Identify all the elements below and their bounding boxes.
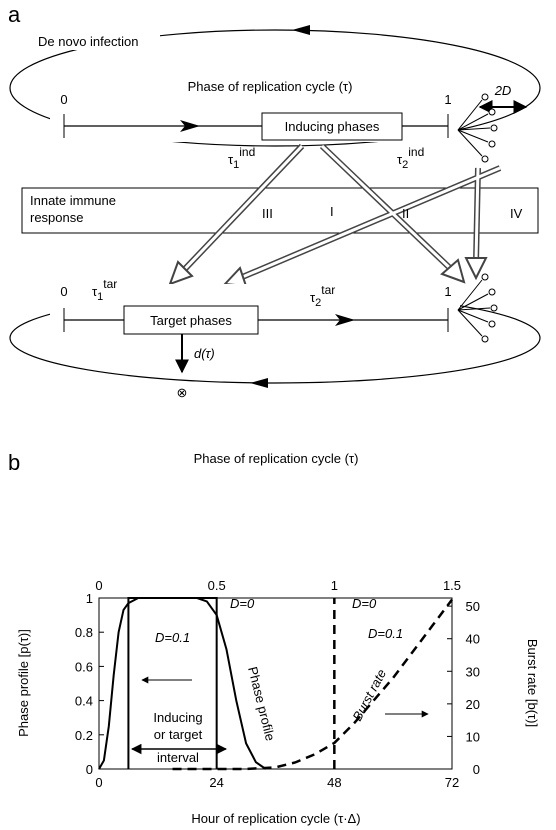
- annotation: interval: [157, 750, 199, 765]
- annotation: Phase profile: [245, 665, 278, 742]
- y-tick-label: 0.6: [75, 659, 93, 674]
- axis-title: Phase of replication cycle (τ): [188, 79, 353, 94]
- end-label: 1: [444, 284, 451, 299]
- y-tick-label: 0.8: [75, 625, 93, 640]
- y-tick-label: 0.4: [75, 694, 93, 709]
- immune-label: Innate immune: [30, 193, 116, 208]
- sup: ind: [239, 145, 255, 159]
- immune-box: [21, 187, 539, 234]
- series-label: D=0.1: [155, 630, 190, 645]
- y-axis-title: Phase profile [p(τ)]: [16, 629, 31, 737]
- box-label: Inducing phases: [285, 119, 380, 134]
- tau: τ: [92, 284, 98, 299]
- arrowhead: [335, 314, 355, 326]
- panel-letter: b: [8, 450, 20, 475]
- box-label: Target phases: [150, 313, 232, 328]
- mask: [30, 32, 160, 50]
- series-line: [172, 598, 453, 771]
- y2-axis-title: Burst rate [b(τ)]: [525, 639, 540, 727]
- x2-tick-label: 0: [95, 578, 102, 593]
- route-label: III: [262, 206, 273, 221]
- y2-tick-label: 0: [473, 762, 480, 777]
- sub: 1: [97, 291, 103, 303]
- phase-box: [123, 305, 259, 335]
- route-arrows: [168, 143, 502, 288]
- annotation: or target: [154, 727, 203, 742]
- phase-box: [261, 112, 403, 141]
- arrowhead: [180, 120, 200, 132]
- y-tick-label: 0: [86, 762, 93, 777]
- series-label: D=0.1: [368, 626, 403, 641]
- panel-a: a De novo infection Phase of replication…: [8, 2, 541, 400]
- y2-tick-label: 40: [466, 632, 480, 647]
- tau: τ: [310, 290, 316, 305]
- tau-label: τ2ind: [397, 145, 424, 171]
- start-label: 0: [60, 92, 67, 107]
- series-label: D=0: [230, 596, 255, 611]
- series-line: [127, 597, 218, 769]
- x-tick-label: 0: [95, 775, 102, 790]
- death-symbol: ⊗: [177, 385, 188, 400]
- tau: τ: [228, 152, 234, 167]
- y-tick-label: 1: [86, 591, 93, 606]
- tau: τ: [397, 152, 403, 167]
- y2-tick-label: 30: [466, 664, 480, 679]
- sup: tar: [103, 277, 117, 291]
- mask: [115, 74, 435, 98]
- x2-axis-title: Phase of replication cycle (τ): [194, 451, 359, 466]
- tau-label: τ1ind: [228, 145, 255, 171]
- x2-tick-label: 1: [331, 578, 338, 593]
- y2-tick-label: 20: [466, 697, 480, 712]
- y2-tick-label: 50: [466, 599, 480, 614]
- arrowhead: [250, 378, 268, 388]
- cycle-label: De novo infection: [38, 34, 138, 49]
- sub: 2: [315, 297, 321, 309]
- start-label: 0: [60, 284, 67, 299]
- series-line: [98, 597, 267, 770]
- sup: ind: [408, 145, 424, 159]
- spread-label: 2D: [494, 83, 512, 98]
- x-tick-label: 24: [209, 775, 223, 790]
- route-label: II: [402, 206, 409, 221]
- cycle-loop: [9, 29, 541, 147]
- x2-tick-label: 0.5: [208, 578, 226, 593]
- x-tick-label: 72: [445, 775, 459, 790]
- plot-frame: [98, 597, 453, 770]
- y-tick-label: 0.2: [75, 728, 93, 743]
- x-axis-title: Hour of replication cycle (τ·Δ): [191, 811, 360, 826]
- end-label: 1: [444, 92, 451, 107]
- panel-b: b Phase of replication cycle (τ) Hour of…: [8, 450, 540, 826]
- sub: 1: [233, 159, 239, 171]
- annotation: Burst rate: [349, 667, 389, 724]
- decay-label: d(τ): [194, 346, 215, 361]
- route-label: IV: [510, 206, 523, 221]
- tau-label: τ2tar: [310, 283, 335, 309]
- burst-icon: [457, 93, 498, 163]
- sub: 2: [402, 159, 408, 171]
- annotation: Inducing: [153, 710, 202, 725]
- tau-label: τ1tar: [92, 277, 117, 303]
- burst-icon: [457, 273, 498, 343]
- x-tick-label: 48: [327, 775, 341, 790]
- y2-tick-label: 10: [466, 729, 480, 744]
- route-label: I: [330, 204, 334, 219]
- immune-label: response: [30, 210, 83, 225]
- sup: tar: [321, 283, 335, 297]
- x2-tick-label: 1.5: [443, 578, 461, 593]
- arrowhead: [292, 25, 310, 35]
- series-label: D=0: [352, 596, 377, 611]
- panel-letter: a: [8, 2, 21, 27]
